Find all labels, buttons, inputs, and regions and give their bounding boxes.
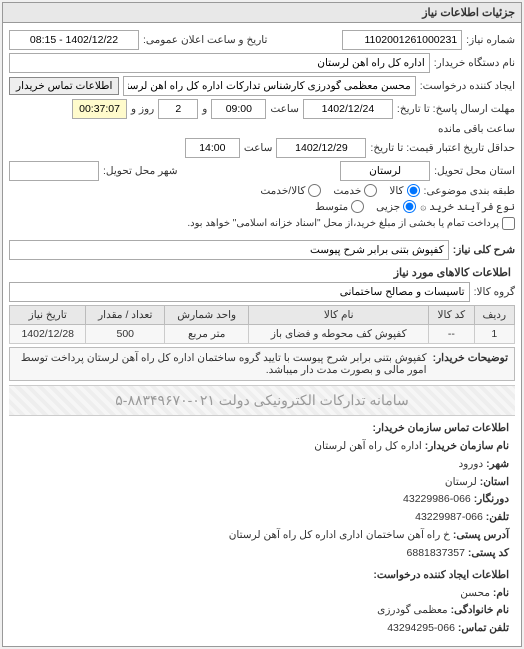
remaining-time-input[interactable] bbox=[72, 99, 127, 119]
requester-input[interactable] bbox=[123, 76, 415, 96]
col-qty: تعداد / مقدار bbox=[86, 306, 165, 325]
treasury-checkbox[interactable] bbox=[502, 217, 515, 230]
fname-label: نام: bbox=[493, 587, 509, 599]
pkg-both-radio[interactable] bbox=[308, 184, 321, 197]
days-and-label: و bbox=[202, 103, 207, 115]
buyer-notes-text: کفپوش بتنی برابر شرح پیوست با تایید گروه… bbox=[16, 352, 427, 376]
deadline-date-input[interactable] bbox=[303, 99, 393, 119]
request-no-label: شماره نیاز: bbox=[466, 34, 515, 46]
panel-title: جزئیات اطلاعات نیاز bbox=[3, 3, 521, 23]
city-value: دورود bbox=[459, 458, 484, 470]
purchase-low-option[interactable]: جزیی bbox=[376, 200, 416, 213]
cell-row: 1 bbox=[474, 325, 514, 344]
purchase-type-label: نوع فرآیند خرید ۞ bbox=[420, 201, 515, 213]
col-code: کد کالا bbox=[429, 306, 474, 325]
pkg-kala-radio[interactable] bbox=[407, 184, 420, 197]
lname-label: نام خانوادگی: bbox=[451, 604, 509, 616]
purchase-mid-label: متوسط bbox=[315, 201, 348, 213]
delivery-city-input[interactable] bbox=[9, 161, 99, 181]
goods-group-input[interactable] bbox=[9, 282, 470, 302]
phone-value: 066-43229987 bbox=[415, 511, 483, 523]
requester-label: ایجاد کننده درخواست: bbox=[420, 80, 515, 92]
purchase-low-radio[interactable] bbox=[403, 200, 416, 213]
col-row: ردیف bbox=[474, 306, 514, 325]
buyer-notes-box: توضیحات خریدار: کفپوش بتنی برابر شرح پیو… bbox=[9, 347, 515, 381]
pkg-service-label: خدمت bbox=[333, 185, 361, 197]
table-row[interactable]: 1 -- کفپوش کف محوطه و فضای باز متر مربع … bbox=[10, 325, 515, 344]
buyer-contact-button[interactable]: اطلاعات تماس خریدار bbox=[9, 77, 119, 95]
goods-table: ردیف کد کالا نام کالا واحد شمارش تعداد /… bbox=[9, 305, 515, 344]
buyer-name-input[interactable] bbox=[9, 53, 430, 73]
purchase-mid-option[interactable]: متوسط bbox=[315, 200, 364, 213]
col-unit: واحد شمارش bbox=[165, 306, 249, 325]
cell-unit: متر مربع bbox=[165, 325, 249, 344]
delivery-province-input[interactable] bbox=[340, 161, 430, 181]
pkg-type-radios: کالا خدمت کالا/خدمت bbox=[260, 184, 419, 197]
announce-dt-label: تاریخ و ساعت اعلان عمومی: bbox=[143, 34, 267, 46]
col-name: نام کالا bbox=[249, 306, 429, 325]
req-phone-value: 066-43294295 bbox=[387, 622, 455, 634]
requirement-details-panel: جزئیات اطلاعات نیاز شماره نیاز: تاریخ و … bbox=[2, 2, 522, 647]
validity-label: حداقل تاریخ اعتبار قیمت: تا تاریخ: bbox=[370, 142, 515, 154]
buyer-name-label: نام دستگاه خریدار: bbox=[434, 57, 515, 69]
deadline-time-label: ساعت bbox=[270, 103, 299, 115]
address-label: آدرس پستی: bbox=[453, 529, 509, 541]
city-label: شهر: bbox=[486, 458, 509, 470]
announce-dt-input[interactable] bbox=[9, 30, 139, 50]
validity-date-input[interactable] bbox=[276, 138, 366, 158]
days-suffix-label: روز و bbox=[131, 103, 154, 115]
req-heading: اطلاعات ایجاد کننده درخواست: bbox=[373, 569, 509, 581]
fax-value: 066-43229986 bbox=[403, 493, 471, 505]
contact-block: اطلاعات تماس سازمان خریدار: نام سازمان خ… bbox=[9, 416, 515, 642]
lname-value: معظمی گودرزی bbox=[377, 604, 448, 616]
delivery-city-label: شهر محل تحویل: bbox=[103, 165, 178, 177]
phone-label: تلفن: bbox=[486, 511, 509, 523]
postal-label: کد پستی: bbox=[468, 547, 509, 559]
province-value: لرستان bbox=[445, 476, 477, 488]
pkg-kala-label: کالا bbox=[389, 185, 403, 197]
pkg-service-radio[interactable] bbox=[364, 184, 377, 197]
col-need-date: تاریخ نیاز bbox=[10, 306, 86, 325]
deadline-label: مهلت ارسال پاسخ: تا تاریخ: bbox=[397, 103, 515, 115]
goods-group-label: گروه کالا: bbox=[474, 286, 515, 298]
province-label: استان: bbox=[480, 476, 509, 488]
form-body: شماره نیاز: تاریخ و ساعت اعلان عمومی: نا… bbox=[3, 23, 521, 646]
pkg-both-option[interactable]: کالا/خدمت bbox=[260, 184, 321, 197]
purchase-mid-radio[interactable] bbox=[351, 200, 364, 213]
watermark-strip: سامانه تدارکات الکترونیکی دولت ۰۲۱-۸۸۳۴۹… bbox=[9, 385, 515, 416]
purchase-low-label: جزیی bbox=[376, 201, 400, 213]
req-phone-label: تلفن تماس: bbox=[458, 622, 509, 634]
general-desc-input[interactable] bbox=[9, 240, 449, 260]
pkg-kala-option[interactable]: کالا bbox=[389, 184, 419, 197]
org-label: نام سازمان خریدار: bbox=[425, 440, 509, 452]
contact-heading: اطلاعات تماس سازمان خریدار: bbox=[373, 422, 509, 434]
treasury-note-label: پرداخت تمام یا بخشی از مبلغ خرید،از محل … bbox=[187, 218, 499, 229]
cell-need-date: 1402/12/28 bbox=[10, 325, 86, 344]
goods-section-title: اطلاعات کالاهای مورد نیاز bbox=[13, 266, 511, 279]
days-input[interactable] bbox=[158, 99, 198, 119]
request-no-input[interactable] bbox=[342, 30, 462, 50]
pkg-service-option[interactable]: خدمت bbox=[333, 184, 377, 197]
cell-code: -- bbox=[429, 325, 474, 344]
postal-value: 6881837357 bbox=[407, 547, 465, 559]
validity-time-label: ساعت bbox=[244, 142, 273, 154]
address-value: خ راه آهن ساختمان اداری اداره کل راه آهن… bbox=[229, 529, 450, 541]
fax-label: دورنگار: bbox=[474, 493, 509, 505]
pkg-both-label: کالا/خدمت bbox=[260, 185, 305, 197]
fname-value: محسن bbox=[460, 587, 490, 599]
general-desc-label: شرح کلی نیاز: bbox=[453, 244, 515, 256]
purchase-type-radios: جزیی متوسط bbox=[315, 200, 416, 213]
remain-suffix-label: ساعت باقی مانده bbox=[438, 123, 515, 135]
delivery-province-label: استان محل تحویل: bbox=[434, 165, 515, 177]
deadline-time-input[interactable] bbox=[211, 99, 266, 119]
goods-table-header: ردیف کد کالا نام کالا واحد شمارش تعداد /… bbox=[10, 306, 515, 325]
pkg-type-label: طبقه بندی موضوعی: bbox=[424, 185, 515, 197]
validity-time-input[interactable] bbox=[185, 138, 240, 158]
buyer-notes-label: توضیحات خریدار: bbox=[433, 352, 508, 376]
org-value: اداره کل راه آهن لرستان bbox=[314, 440, 422, 452]
cell-qty: 500 bbox=[86, 325, 165, 344]
treasury-note-option[interactable]: پرداخت تمام یا بخشی از مبلغ خرید،از محل … bbox=[187, 217, 515, 230]
cell-name: کفپوش کف محوطه و فضای باز bbox=[249, 325, 429, 344]
